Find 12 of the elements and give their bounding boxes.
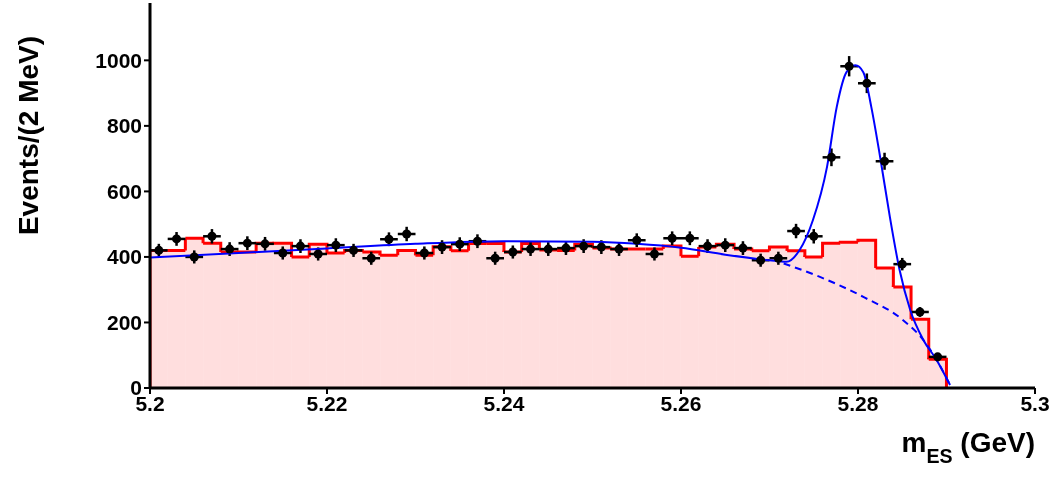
y-tick-label: 1000 — [95, 48, 142, 72]
x-tick-label: 5.22 — [306, 391, 348, 415]
x-tick-label: 5.24 — [483, 391, 525, 415]
y-tick-label: 200 — [106, 310, 142, 334]
x-tick-label: 5.3 — [1020, 391, 1050, 415]
y-tick-label: 800 — [106, 114, 142, 138]
y-tick-label: 600 — [106, 179, 142, 203]
x-tick-label: 5.28 — [837, 391, 879, 415]
x-axis-title: m$_{ES}$ (GeV) — [901, 427, 1035, 467]
y-axis-title: Events/(2 MeV) — [13, 35, 44, 236]
x-tick-label: 5.26 — [660, 391, 702, 415]
y-tick-label: 400 — [106, 245, 142, 269]
